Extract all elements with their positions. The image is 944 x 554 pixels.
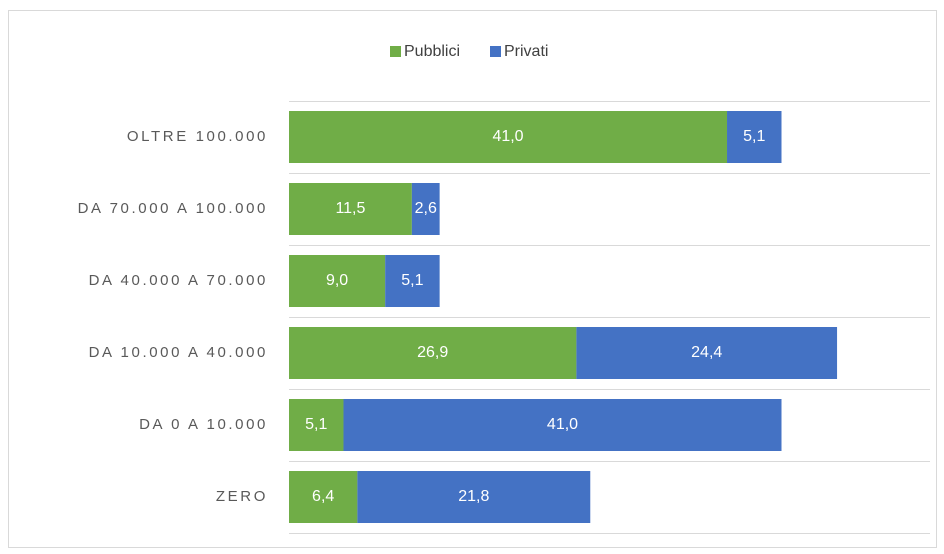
data-label: 11,5 bbox=[335, 200, 365, 217]
bar-segment bbox=[385, 255, 440, 307]
data-label: 5,1 bbox=[305, 416, 327, 433]
category-label: DA 0 A 10.000 bbox=[139, 416, 268, 433]
legend-label: Privati bbox=[504, 43, 548, 60]
bar-segment bbox=[289, 111, 728, 163]
bar-segment bbox=[357, 471, 591, 523]
bar-segment bbox=[727, 111, 782, 163]
bar-segment bbox=[343, 399, 782, 451]
data-label: 41,0 bbox=[492, 128, 523, 145]
data-label: 41,0 bbox=[547, 416, 578, 433]
data-label: 26,9 bbox=[417, 344, 448, 361]
bar-segment bbox=[289, 255, 386, 307]
data-label: 21,8 bbox=[458, 488, 489, 505]
data-label: 6,4 bbox=[312, 488, 334, 505]
category-label: DA 40.000 A 70.000 bbox=[89, 272, 268, 289]
category-label: OLTRE 100.000 bbox=[127, 128, 268, 145]
category-label: ZERO bbox=[216, 488, 268, 505]
bar-segment bbox=[576, 327, 838, 379]
data-label: 24,4 bbox=[691, 344, 722, 361]
bar-segment bbox=[289, 183, 412, 235]
bar-segment bbox=[289, 327, 577, 379]
data-label: 5,1 bbox=[401, 272, 423, 289]
legend-label: Pubblici bbox=[404, 43, 460, 60]
category-label: DA 10.000 A 40.000 bbox=[89, 344, 268, 361]
chart-border bbox=[8, 10, 937, 548]
data-label: 2,6 bbox=[415, 200, 437, 217]
bar-segment bbox=[289, 471, 358, 523]
legend-swatch bbox=[490, 46, 501, 57]
data-label: 9,0 bbox=[326, 272, 348, 289]
legend-swatch bbox=[390, 46, 401, 57]
bar-segment bbox=[411, 183, 440, 235]
data-label: 5,1 bbox=[743, 128, 765, 145]
category-label: DA 70.000 A 100.000 bbox=[78, 200, 268, 217]
bar-segment bbox=[289, 399, 344, 451]
